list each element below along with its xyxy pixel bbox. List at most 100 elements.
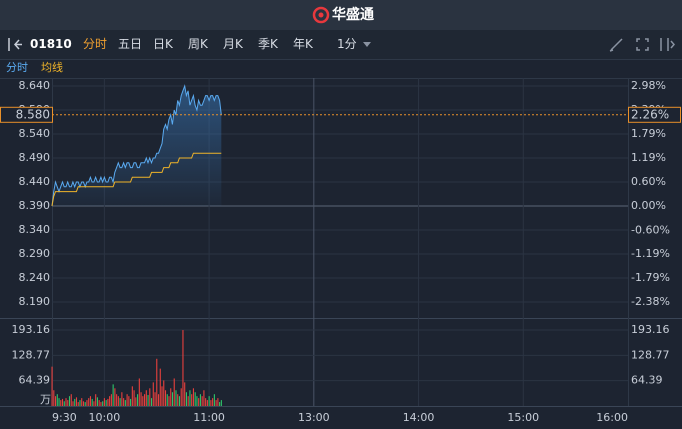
volume-bar [60,400,62,406]
volume-bar [72,401,74,406]
volume-bar [168,396,170,406]
x-tick-label: 10:00 [89,411,121,424]
toolbar [0,30,682,59]
volume-bar [142,396,144,406]
volume-bar [123,398,125,406]
y2-tick-label: 0.00% [631,199,666,212]
volume-bar [121,392,123,406]
volume-bar [112,384,114,406]
volume-unit: 万 [40,393,51,406]
volume-bar [152,382,154,406]
volume-bar [63,401,65,406]
volume-bar [189,390,191,406]
volume-bar [198,398,200,406]
volume-bar [206,400,208,406]
volume-bar [61,398,64,406]
volume-bar [81,398,83,406]
y-tick-label: 8.540 [19,127,51,140]
volume-bar [192,388,194,406]
volume-bar [210,400,212,406]
volume-bar [130,398,132,406]
volume-bar [128,396,130,406]
x-tick-label: 11:00 [193,411,225,424]
interval-select[interactable]: 1分 [337,37,357,51]
volume-bar [144,394,146,406]
volume-bar [138,378,140,406]
volume-bar [56,394,58,406]
volume-bar [79,400,81,406]
volume-bar [131,386,133,406]
volume-bar [109,396,111,406]
volume-bar [184,382,186,406]
volume-bar [196,396,198,406]
volume-bar [103,398,105,406]
volume-bar [145,390,147,406]
volume-bar [157,394,160,406]
expand-icon[interactable] [660,38,675,51]
volume-bar [102,401,104,406]
tab[interactable]: 年K [293,37,314,51]
draw-icon[interactable] [609,38,623,52]
volume-bar [180,388,182,406]
volume-bar [110,394,112,406]
volume-bar [58,398,60,406]
volume-bar [51,366,53,406]
tab[interactable]: 季K [258,37,279,51]
volume-bar [156,358,158,406]
y-tick-label: 64.39 [19,374,51,387]
last-price-box [0,106,53,123]
volume-bar [68,396,71,406]
fullscreen-icon[interactable] [636,38,649,51]
y-tick-label: 8.240 [19,271,51,284]
volume-bar [178,396,181,406]
y2-tick-label: -0.60% [631,223,670,236]
y-tick-label: 8.340 [19,223,51,236]
volume-bar [170,388,172,406]
volume-bar [74,398,76,406]
volume-bar [93,401,95,406]
volume-bar [116,394,118,406]
x-tick-label: 16:00 [596,411,628,424]
logo-icon [312,6,330,24]
volume-bar [161,386,163,406]
tab[interactable]: 月K [223,37,244,51]
volume-bar [203,390,205,406]
volume-bar [215,400,217,406]
volume-bar [217,398,219,406]
legend-entry: 分时 [6,61,28,74]
volume-bar [70,394,72,406]
y-tick-label: 8.190 [19,295,51,308]
volume-bar [163,380,165,406]
volume-bar [159,368,161,406]
y2-tick-label: 0.60% [631,175,666,188]
volume-bar [133,390,135,406]
y-tick-label: 8.640 [19,79,51,92]
logo-text: 华盛通 [332,6,374,23]
symbol[interactable]: 01810 [30,37,72,51]
price-area [52,86,222,206]
volume-bar [91,398,93,406]
volume-bar [65,398,67,406]
y2-tick-label: 1.19% [631,151,666,164]
y2-tick-label: 1.79% [631,127,666,140]
y2-tick-label: 64.39 [631,374,663,387]
volume-bar [140,392,142,406]
legend-entry: 均线 [41,60,63,74]
tab[interactable]: 日K [153,37,174,51]
header-bar [0,0,682,30]
tab[interactable]: 分时 [83,37,107,51]
tab[interactable]: 周K [188,37,209,51]
volume-bar [150,398,153,406]
volume-bar [119,398,121,406]
collapse-icon[interactable] [8,38,22,51]
dropdown-arrow[interactable] [363,42,371,47]
x-tick-label: 9:30 [52,411,77,424]
volume-bar [75,397,78,406]
volume-bar [205,398,207,406]
tab[interactable]: 五日 [118,37,142,51]
x-tick-label: 13:00 [298,411,330,424]
last-price-label: 8.580 [16,107,50,121]
volume-bar [96,397,98,406]
